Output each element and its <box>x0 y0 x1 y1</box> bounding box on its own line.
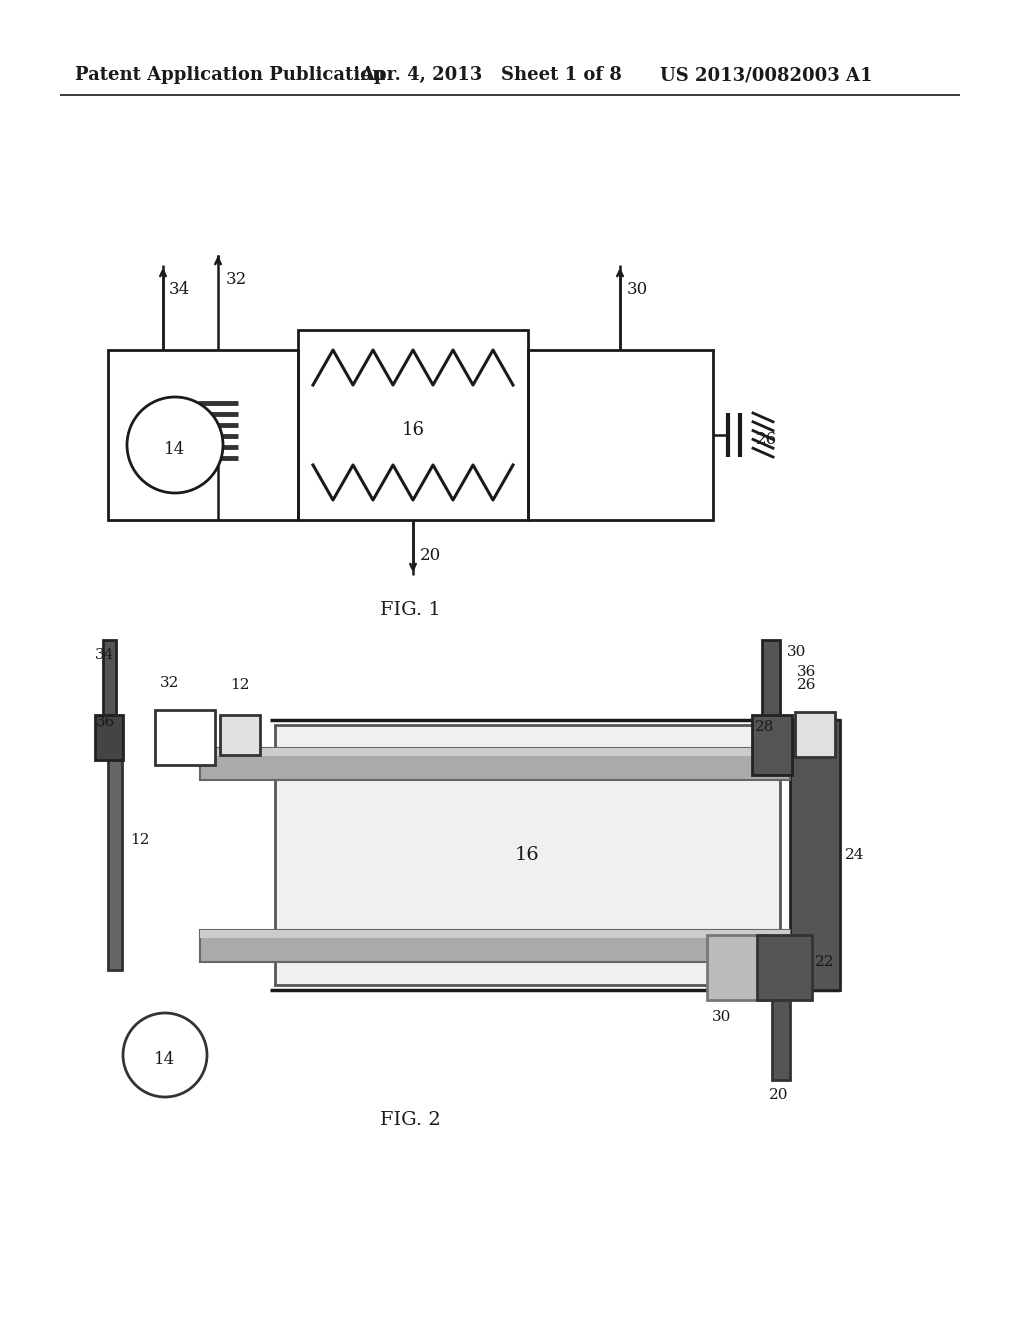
Circle shape <box>123 1012 207 1097</box>
Text: 20: 20 <box>769 1088 788 1102</box>
Text: 16: 16 <box>401 421 425 440</box>
Text: 26: 26 <box>756 432 777 449</box>
Bar <box>108 760 122 970</box>
Bar <box>752 715 792 775</box>
Text: 32: 32 <box>226 272 247 289</box>
Bar <box>155 710 215 766</box>
Text: 26: 26 <box>797 678 816 692</box>
Bar <box>528 350 713 520</box>
Circle shape <box>127 397 223 492</box>
Text: 12: 12 <box>130 833 150 847</box>
Text: 16: 16 <box>515 846 540 865</box>
Bar <box>200 748 790 756</box>
Text: US 2013/0082003 A1: US 2013/0082003 A1 <box>660 66 872 84</box>
Text: 22: 22 <box>815 954 835 969</box>
Bar <box>103 640 116 715</box>
Text: 14: 14 <box>155 1052 176 1068</box>
Bar <box>298 330 528 520</box>
Polygon shape <box>200 748 790 780</box>
Text: 30: 30 <box>712 1010 731 1024</box>
Text: 34: 34 <box>169 281 190 298</box>
Text: Apr. 4, 2013   Sheet 1 of 8: Apr. 4, 2013 Sheet 1 of 8 <box>360 66 622 84</box>
Bar <box>762 640 780 750</box>
Text: 20: 20 <box>420 546 441 564</box>
Text: 14: 14 <box>165 441 185 458</box>
Bar <box>275 725 780 985</box>
Text: 28: 28 <box>755 719 774 734</box>
Text: 24: 24 <box>845 847 864 862</box>
Bar <box>220 715 260 755</box>
Text: 30: 30 <box>787 645 806 659</box>
Bar <box>200 931 790 939</box>
Text: Patent Application Publication: Patent Application Publication <box>75 66 385 84</box>
Text: 30: 30 <box>627 281 648 298</box>
Bar <box>95 715 123 760</box>
Text: 32: 32 <box>160 676 179 690</box>
Text: 12: 12 <box>230 678 250 692</box>
Bar <box>772 1001 790 1080</box>
Bar <box>707 935 767 1001</box>
Bar <box>790 719 840 990</box>
Text: 36: 36 <box>95 715 115 729</box>
Text: FIG. 2: FIG. 2 <box>380 1111 440 1129</box>
Text: 36: 36 <box>797 665 816 678</box>
Bar <box>795 711 835 756</box>
Bar <box>757 935 812 1001</box>
Bar <box>108 350 298 520</box>
Text: FIG. 1: FIG. 1 <box>380 601 440 619</box>
Polygon shape <box>200 931 790 962</box>
Text: 34: 34 <box>95 648 115 663</box>
